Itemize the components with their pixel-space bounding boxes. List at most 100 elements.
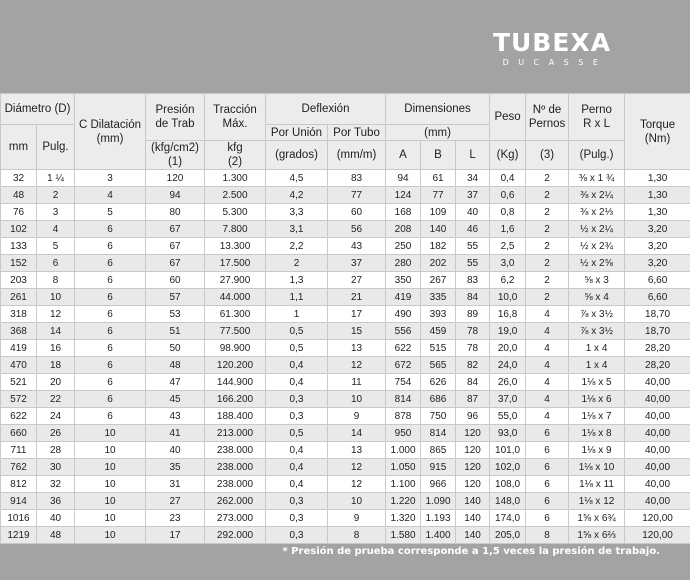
table-cell: 0,6 bbox=[489, 186, 527, 204]
table-cell: 878 bbox=[385, 407, 422, 425]
table-cell: 61 bbox=[420, 169, 457, 187]
table-row: 48 2 4 94 2.500 4,2 77 124 77 37 0,6 2 ⅜ x 2¼ 1,30 bbox=[0, 186, 690, 204]
table-cell: 188.400 bbox=[204, 407, 266, 425]
table-cell: 140 bbox=[455, 526, 491, 544]
table-cell: 28,20 bbox=[624, 356, 690, 374]
table-cell: 10 bbox=[74, 441, 146, 459]
table-cell: 1⅛ x 10 bbox=[568, 458, 626, 476]
table-cell: 96 bbox=[455, 407, 491, 425]
table-cell: 78 bbox=[455, 339, 491, 357]
table-cell: 1016 bbox=[0, 509, 37, 527]
table-cell: 203 bbox=[0, 271, 37, 289]
table-cell: 9 bbox=[326, 407, 387, 425]
dilatation-header: C Dilatación (mm) bbox=[74, 93, 146, 170]
table-cell: 3 bbox=[74, 169, 146, 187]
table-cell: 67 bbox=[145, 237, 205, 255]
table-cell: 1219 bbox=[0, 526, 37, 544]
table-cell: 915 bbox=[420, 458, 457, 476]
table-cell: 15 bbox=[326, 322, 387, 340]
table-cell: 82 bbox=[455, 356, 491, 374]
table-cell: 6 bbox=[525, 475, 570, 493]
table-cell: 0,3 bbox=[265, 390, 328, 408]
table-cell: 77 bbox=[326, 186, 387, 204]
table-cell: 6 bbox=[74, 271, 146, 289]
table-cell: 17.500 bbox=[204, 254, 266, 272]
table-cell: 93,0 bbox=[489, 424, 527, 442]
table-cell: 1,1 bbox=[265, 288, 328, 306]
table-cell: 27 bbox=[145, 492, 205, 510]
table-row: 102 4 6 67 7.800 3,1 56 208 140 46 1,6 2 ½ x 2¼ 3,20 bbox=[0, 220, 690, 238]
table-cell: 18,70 bbox=[624, 305, 690, 323]
table-cell: 565 bbox=[420, 356, 457, 374]
table-cell: 8 bbox=[525, 526, 570, 544]
table-cell: 0,8 bbox=[489, 203, 527, 221]
table-cell: 120,00 bbox=[624, 526, 690, 544]
table-cell: 166.200 bbox=[204, 390, 266, 408]
table-cell: 10 bbox=[74, 492, 146, 510]
table-cell: 18,70 bbox=[624, 322, 690, 340]
table-cell: 12 bbox=[326, 458, 387, 476]
table-row: 622 24 6 43 188.400 0,3 9 878 750 96 55,0 4 1⅛ x 7 40… bbox=[0, 407, 690, 425]
table-cell: 0,5 bbox=[265, 322, 328, 340]
table-cell: 1⅝ x 6¾ bbox=[568, 509, 626, 527]
table-cell: 40,00 bbox=[624, 475, 690, 493]
table-cell: 89 bbox=[455, 305, 491, 323]
table-cell: 672 bbox=[385, 356, 422, 374]
table-cell: 812 bbox=[0, 475, 37, 493]
table-cell: 140 bbox=[455, 509, 491, 527]
table-cell: 750 bbox=[420, 407, 457, 425]
table-cell: 120 bbox=[145, 169, 205, 187]
table-cell: 6 bbox=[74, 220, 146, 238]
table-cell: 48 bbox=[36, 526, 75, 544]
table-cell: ½ x 2¾ bbox=[568, 237, 626, 255]
table-cell: 0,5 bbox=[265, 424, 328, 442]
dimensions-header: Dimensiones bbox=[385, 93, 491, 125]
table-cell: 1.000 bbox=[385, 441, 422, 459]
table-cell: 0,3 bbox=[265, 407, 328, 425]
table-cell: 22 bbox=[36, 390, 75, 408]
table-cell: 48 bbox=[145, 356, 205, 374]
table-cell: 24,0 bbox=[489, 356, 527, 374]
table-cell: 1.220 bbox=[385, 492, 422, 510]
diameter-header: Diámetro (D) bbox=[0, 93, 75, 125]
table-cell: 5 bbox=[74, 203, 146, 221]
table-cell: 4 bbox=[525, 322, 570, 340]
bolts-count-header: Nº de Pernos bbox=[525, 93, 570, 141]
table-cell: 6 bbox=[74, 339, 146, 357]
table-row: 152 6 6 67 17.500 2 37 280 202 55 3,0 2 ½ x 2⅝ 3,20 bbox=[0, 254, 690, 272]
table-cell: 2 bbox=[525, 288, 570, 306]
table-cell: 6 bbox=[74, 254, 146, 272]
table-row: 76 3 5 80 5.300 3,3 60 168 109 40 0,8 2 ⅜ x 2⅓ 1,30 bbox=[0, 203, 690, 221]
table-cell: 67 bbox=[145, 254, 205, 272]
table-cell: 6 bbox=[525, 441, 570, 459]
per-pipe-unit-header: (mm/m) bbox=[326, 140, 387, 170]
table-cell: 238.000 bbox=[204, 475, 266, 493]
table-cell: 814 bbox=[420, 424, 457, 442]
table-cell: 4,5 bbox=[265, 169, 328, 187]
table-cell: 174,0 bbox=[489, 509, 527, 527]
table-cell: 2 bbox=[525, 271, 570, 289]
table-cell: 56 bbox=[326, 220, 387, 238]
table-cell: 109 bbox=[420, 203, 457, 221]
table-cell: 1,30 bbox=[624, 169, 690, 187]
table-cell: 2 bbox=[525, 203, 570, 221]
table-cell: 0,3 bbox=[265, 526, 328, 544]
table-row: 261 10 6 57 44.000 1,1 21 419 335 84 10,0 2 ⅝ x 4 6,6… bbox=[0, 288, 690, 306]
table-cell: 1.090 bbox=[420, 492, 457, 510]
table-cell: 120 bbox=[455, 424, 491, 442]
table-cell: ⅞ x 3½ bbox=[568, 305, 626, 323]
table-cell: 711 bbox=[0, 441, 37, 459]
table-cell: 8 bbox=[326, 526, 387, 544]
table-cell: 31 bbox=[145, 475, 205, 493]
table-cell: 12 bbox=[36, 305, 75, 323]
table-cell: 1 ¼ bbox=[36, 169, 75, 187]
table-cell: 30 bbox=[36, 458, 75, 476]
table-cell: 0,4 bbox=[265, 356, 328, 374]
table-cell: 4 bbox=[525, 305, 570, 323]
brand-subtitle: DUCASSE bbox=[502, 58, 608, 67]
dimension-l-header: L bbox=[455, 140, 491, 170]
table-cell: 4,2 bbox=[265, 186, 328, 204]
table-cell: 6,60 bbox=[624, 288, 690, 306]
